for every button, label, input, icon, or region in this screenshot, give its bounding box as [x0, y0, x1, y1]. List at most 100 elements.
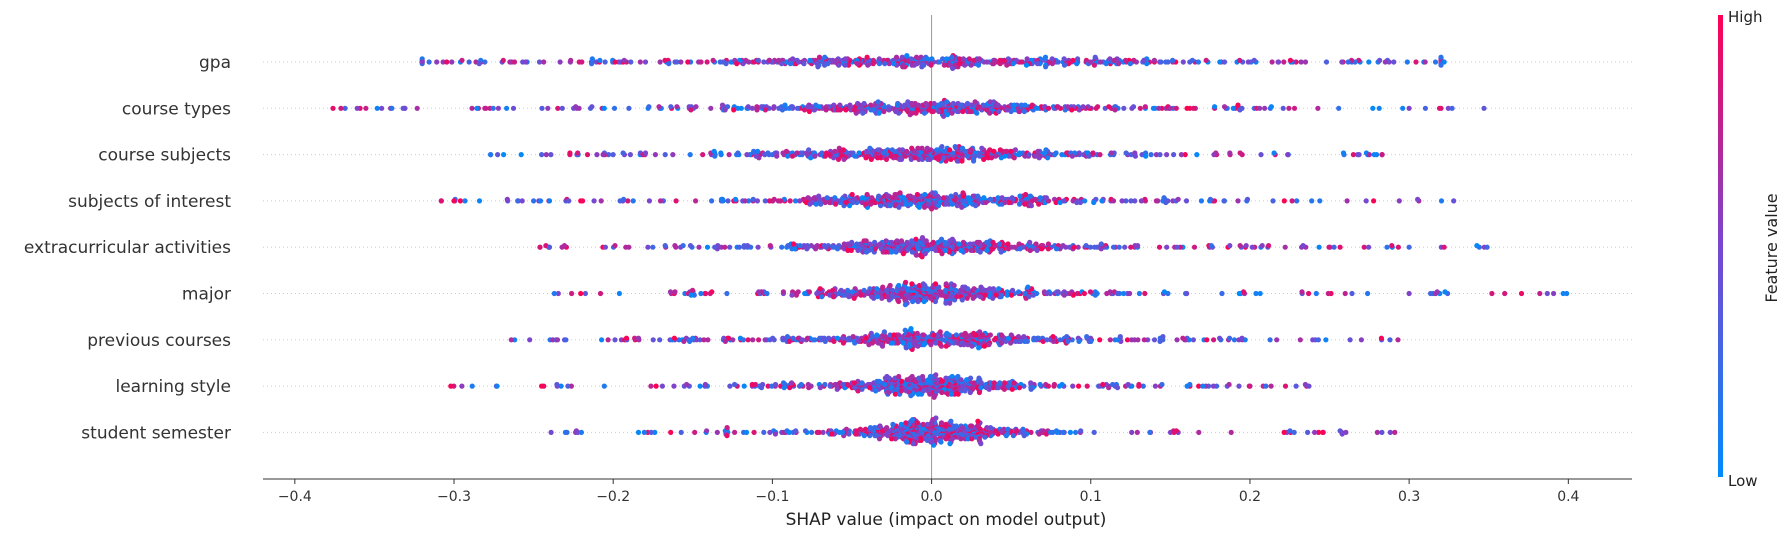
- shap-point: [1191, 244, 1198, 250]
- shap-point: [617, 198, 623, 204]
- shap-point: [652, 152, 659, 158]
- shap-point: [868, 156, 874, 162]
- shap-point: [920, 373, 926, 380]
- shap-point: [1015, 152, 1021, 158]
- shap-point: [959, 158, 965, 164]
- shap-point: [947, 147, 953, 153]
- shap-point: [899, 294, 905, 300]
- shap-point: [892, 436, 899, 442]
- shap-point: [646, 198, 653, 204]
- shap-point: [1037, 195, 1043, 201]
- shap-point-outlier: [330, 105, 336, 111]
- shap-point-outlier: [1406, 244, 1412, 250]
- shap-point: [909, 110, 915, 116]
- shap-point: [943, 300, 949, 306]
- shap-point: [772, 381, 779, 388]
- shap-point: [896, 204, 902, 210]
- shap-point: [1067, 290, 1073, 297]
- shap-point: [1138, 198, 1144, 204]
- shap-point: [929, 246, 935, 252]
- shap-point: [914, 330, 920, 336]
- shap-point: [864, 191, 870, 198]
- shap-point: [1309, 198, 1315, 204]
- shap-point: [1142, 290, 1148, 297]
- shap-point: [826, 335, 832, 341]
- shap-point: [984, 153, 990, 159]
- shap-point: [894, 102, 901, 108]
- shap-point: [755, 57, 762, 64]
- shap-point: [934, 193, 941, 199]
- shap-point: [1323, 337, 1329, 343]
- shap-point: [1300, 243, 1306, 249]
- shap-point: [1103, 61, 1109, 67]
- shap-point: [932, 281, 939, 287]
- shap-point: [1489, 290, 1495, 297]
- shap-point: [832, 148, 838, 154]
- shap-point: [804, 335, 811, 341]
- shap-point: [1022, 290, 1028, 297]
- shap-point-outlier: [1484, 244, 1490, 250]
- shap-point: [589, 104, 595, 110]
- shap-point: [990, 385, 996, 391]
- shap-point: [1006, 153, 1012, 159]
- shap-point: [1010, 61, 1016, 67]
- shap-point: [876, 110, 882, 116]
- shap-point: [354, 105, 360, 111]
- shap-point: [912, 155, 918, 161]
- shap-point: [996, 286, 1002, 292]
- shap-point: [857, 426, 863, 432]
- feature-points: [438, 190, 1457, 212]
- shap-point: [831, 155, 837, 161]
- shap-point: [698, 59, 704, 65]
- shap-point: [1014, 428, 1020, 434]
- shap-point: [981, 195, 987, 201]
- shap-point: [735, 150, 741, 156]
- shap-point: [1029, 102, 1035, 108]
- shap-point: [931, 394, 937, 400]
- shap-point: [670, 152, 676, 158]
- shap-point: [988, 155, 995, 161]
- shap-point: [936, 284, 942, 290]
- shap-point: [1037, 381, 1043, 388]
- shap-point: [1121, 290, 1127, 297]
- shap-point: [939, 251, 945, 257]
- shap-point: [814, 290, 820, 297]
- shap-point: [1227, 243, 1233, 249]
- shap-point: [1449, 105, 1455, 111]
- shap-point: [944, 112, 951, 118]
- shap-point: [886, 107, 892, 113]
- shap-point: [755, 244, 761, 250]
- shap-point: [1122, 244, 1128, 250]
- shap-point: [1379, 429, 1385, 435]
- shap-point: [789, 380, 795, 386]
- shap-point: [1053, 428, 1060, 434]
- shap-point: [687, 338, 693, 344]
- shap-point: [1044, 337, 1050, 343]
- shap-point: [1365, 290, 1371, 297]
- shap-point: [690, 287, 696, 293]
- shap-point: [843, 199, 850, 206]
- shap-point: [863, 155, 869, 161]
- shap-point: [1010, 287, 1016, 293]
- shap-point: [743, 429, 750, 435]
- shap-point: [975, 423, 981, 429]
- shap-point: [962, 62, 968, 68]
- shap-point: [974, 110, 980, 116]
- shap-point: [527, 337, 533, 343]
- shap-point: [1366, 59, 1372, 65]
- shap-point: [927, 156, 933, 162]
- shap-point: [968, 147, 974, 153]
- shap-point: [681, 338, 687, 344]
- shap-point: [1217, 59, 1223, 65]
- shap-point: [891, 61, 897, 67]
- shap-point: [555, 105, 561, 111]
- shap-point: [883, 334, 889, 340]
- shap-point: [740, 61, 746, 67]
- feature-points: [330, 97, 1487, 119]
- shap-point: [998, 332, 1005, 338]
- shap-point: [971, 286, 977, 292]
- shap-point: [830, 294, 836, 300]
- shap-point: [863, 238, 869, 244]
- shap-point-outlier: [1441, 244, 1447, 250]
- shap-point: [971, 158, 977, 164]
